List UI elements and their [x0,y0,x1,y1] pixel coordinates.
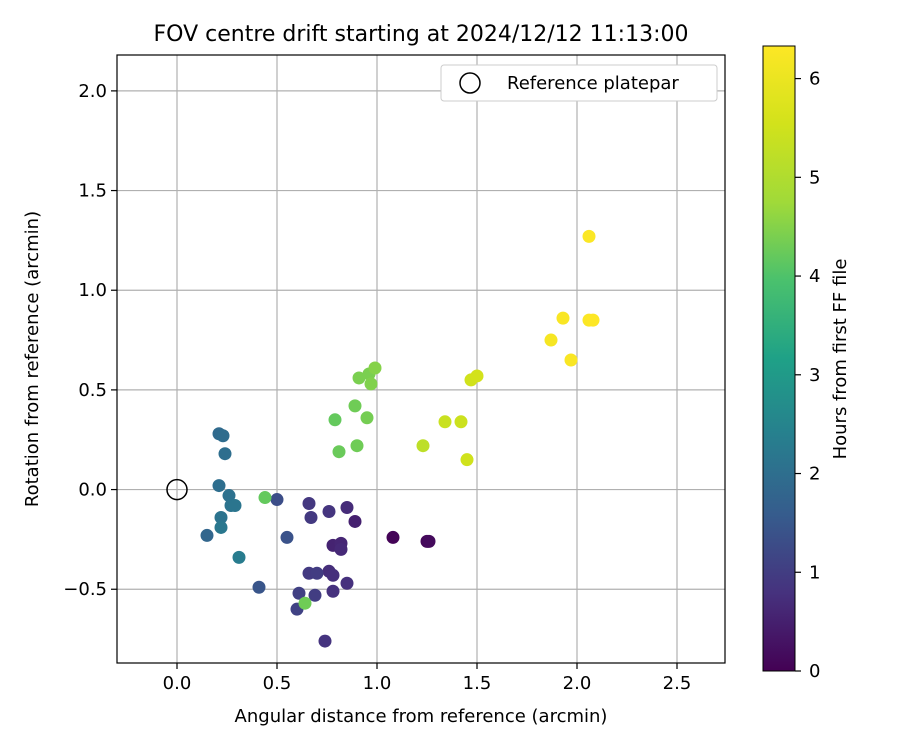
x-tick-label: 0.5 [263,673,292,694]
data-point [212,479,226,493]
data-point [334,542,348,556]
data-point [438,415,452,429]
data-point [348,514,362,528]
data-point [222,489,236,503]
x-tick-label: 1.5 [463,673,492,694]
legend: Reference platepar [440,64,718,102]
data-point [352,371,366,385]
data-point [270,493,284,507]
data-point [232,550,246,564]
data-point [218,447,232,461]
x-tick-label: 2.0 [563,673,592,694]
x-tick-label: 2.5 [663,673,692,694]
data-point [216,429,230,443]
data-point [332,445,346,459]
data-point [308,588,322,602]
x-tick-label: 0.0 [163,673,192,694]
data-point [228,499,242,513]
colorbar-tick-label: 1 [809,562,820,583]
y-tick-label: 1.0 [78,280,107,301]
data-point [350,439,364,453]
data-point [460,453,474,467]
data-point [564,353,578,367]
data-point [470,369,484,383]
x-axis-ticks: 0.0 0.5 1.0 1.5 2.0 2.5 [163,663,692,694]
data-point [326,568,340,582]
reference-platepar-marker [166,478,188,501]
colorbar-label: Hours from first FF file [830,259,851,460]
data-point [318,634,332,648]
colorbar-tick-label: 3 [809,365,820,386]
data-point [214,510,228,524]
data-point [328,413,342,427]
data-point [386,530,400,544]
data-point [454,415,468,429]
data-point [322,504,336,518]
data-point [360,411,374,425]
y-tick-label: 0.0 [78,480,107,501]
x-axis-label: Angular distance from reference (arcmin) [235,706,608,727]
legend-box [440,64,718,102]
colorbar-tick-label: 0 [809,661,820,682]
data-point [304,510,318,524]
colorbar-tick-label: 4 [809,266,820,287]
data-point [252,580,266,594]
data-point [292,586,306,600]
colorbar-tick-label: 6 [809,69,820,90]
y-tick-label: 2.0 [78,81,107,102]
data-point [340,501,354,515]
data-point [340,576,354,590]
y-tick-label: 1.5 [78,181,107,202]
data-point [544,333,558,347]
data-point [280,530,294,544]
y-axis-label: Rotation from reference (arcmin) [22,211,43,507]
data-point [302,497,316,511]
data-point [348,399,362,413]
data-point [586,313,600,327]
colorbar-ticks: 0 1 2 3 4 5 6 [795,69,820,682]
y-tick-label: −0.5 [63,579,107,600]
colorbar-tick-label: 5 [809,167,820,188]
data-point [326,584,340,598]
colorbar: 0 1 2 3 4 5 6 Hours from first FF file [762,45,851,682]
data-point [298,596,312,610]
data-point [364,377,378,391]
y-axis-ticks: −0.5 0.0 0.5 1.0 1.5 2.0 [63,81,117,600]
reference-marker-layer [166,478,188,501]
data-point [422,534,436,548]
legend-reference-marker [459,72,481,94]
data-points [200,229,600,648]
colorbar-gradient [762,45,796,672]
data-point [258,491,272,505]
legend-label: Reference platepar [507,73,679,94]
colorbar-tick-label: 2 [809,464,820,485]
chart-title: FOV centre drift starting at 2024/12/12 … [154,22,689,47]
x-tick-label: 1.0 [363,673,392,694]
data-point [582,229,596,243]
data-point [214,520,228,534]
data-point [368,361,382,375]
data-point [556,311,570,325]
data-point [310,566,324,580]
y-tick-label: 0.5 [78,380,107,401]
data-point [200,528,214,542]
grid [117,55,725,663]
data-point [416,439,430,453]
plot-frame [116,54,726,664]
